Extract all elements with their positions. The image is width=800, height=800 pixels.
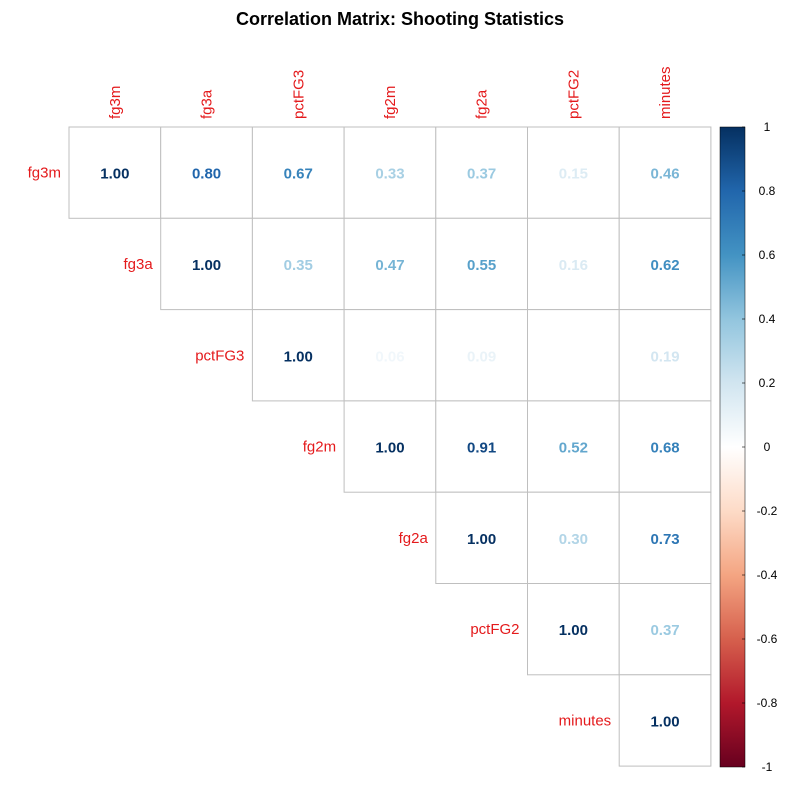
matrix-cell — [618, 217, 712, 311]
cell-value: 0.67 — [284, 166, 313, 183]
cell-value: 0.00 — [559, 348, 588, 365]
column-label: fg3a — [199, 89, 216, 119]
matrix-cell — [343, 400, 437, 493]
cell-value: 0.30 — [559, 531, 588, 548]
matrix-cell — [527, 491, 620, 585]
cell-value: 0.06 — [375, 348, 404, 365]
matrix-cell — [618, 400, 712, 493]
matrix-cell — [435, 217, 528, 311]
cell-value: 1.00 — [284, 348, 313, 365]
colorbar-tick-label: 0.4 — [759, 312, 776, 326]
row-labels: fg3m fg3a pctFG3 fg2m fg2a pctFG2 minutes — [28, 165, 612, 730]
cell-value: 0.19 — [650, 348, 679, 365]
cell-value: 0.37 — [467, 166, 496, 183]
cell-value: 1.00 — [467, 531, 496, 548]
row-label: pctFG3 — [195, 347, 244, 364]
cell-value: 0.33 — [375, 166, 404, 183]
column-label: pctFG2 — [565, 70, 582, 119]
colorbar-tick-label: 1 — [764, 120, 771, 134]
cell-value: 1.00 — [375, 440, 404, 457]
cell-value: 0.09 — [467, 348, 496, 365]
column-label: fg3m — [107, 86, 124, 119]
cell-value: 0.46 — [650, 166, 679, 183]
column-label: fg2a — [474, 89, 491, 119]
matrix-cell — [527, 126, 620, 219]
column-label: minutes — [657, 66, 674, 119]
row-label: minutes — [559, 712, 612, 729]
colorbar-tick-label: -1 — [762, 760, 773, 774]
matrix-cell — [251, 309, 345, 402]
row-label: pctFG2 — [470, 621, 519, 638]
matrix-cell — [618, 309, 712, 402]
row-label: fg3a — [123, 256, 153, 273]
colorbar-tick-label: 0 — [764, 440, 771, 454]
cell-value: 0.62 — [650, 257, 679, 274]
colorbar-tick-label: 0.6 — [759, 248, 776, 262]
matrix-cell — [527, 583, 620, 676]
matrix-cells: 1.00 0.80 0.67 0.33 0.37 0.15 0.46 1.00 0.35 0.47… — [68, 126, 712, 767]
cell-value: 0.37 — [650, 622, 679, 639]
cell-value: 1.00 — [100, 166, 129, 183]
chart-title: Correlation Matrix: Shooting Statistics — [235, 9, 565, 29]
cell-value: 0.52 — [559, 440, 588, 457]
cell-value: 0.15 — [559, 166, 588, 183]
cell-value: 0.68 — [650, 440, 679, 457]
column-label: pctFG3 — [290, 70, 307, 119]
cell-value: 0.91 — [467, 440, 496, 457]
column-label: fg2m — [382, 86, 399, 119]
cell-value: 1.00 — [559, 622, 588, 639]
colorbar-tick-label: -0.8 — [757, 696, 778, 710]
column-labels: fg3m fg3a pctFG3 fg2m fg2a pctFG2 minutes — [107, 66, 674, 119]
cell-value: 1.00 — [192, 257, 221, 274]
colorbar-gradient — [719, 126, 746, 768]
matrix-cell — [618, 126, 712, 219]
colorbar-tick-label: -0.6 — [757, 632, 778, 646]
cell-value: 0.47 — [375, 257, 404, 274]
matrix-cell — [618, 491, 712, 585]
cell-value: 0.55 — [467, 257, 496, 274]
matrix-cell — [435, 126, 528, 219]
cell-value: 0.16 — [559, 257, 588, 274]
matrix-cell — [527, 217, 620, 311]
cell-value: 0.80 — [192, 166, 221, 183]
matrix-cell — [618, 674, 712, 767]
cell-value: 1.00 — [650, 713, 679, 730]
colorbar-tick-label: -0.2 — [757, 504, 778, 518]
matrix-cell — [343, 309, 437, 402]
colorbar-tick-label: 0.2 — [759, 376, 776, 390]
colorbar: 1 0.8 0.6 0.4 0.2 0 -0.2 -0.4 -0.6 -0.8 -1 — [719, 120, 778, 774]
colorbar-tick-label: -0.4 — [757, 568, 778, 582]
matrix-cell — [160, 217, 253, 311]
matrix-cell — [251, 217, 345, 311]
row-label: fg2a — [399, 530, 429, 547]
matrix-cell — [618, 583, 712, 676]
row-label: fg2m — [303, 439, 336, 456]
colorbar-tick-label: 0.8 — [759, 184, 776, 198]
cell-value: 0.35 — [284, 257, 313, 274]
row-label: fg3m — [28, 165, 61, 182]
cell-value: 0.73 — [650, 531, 679, 548]
